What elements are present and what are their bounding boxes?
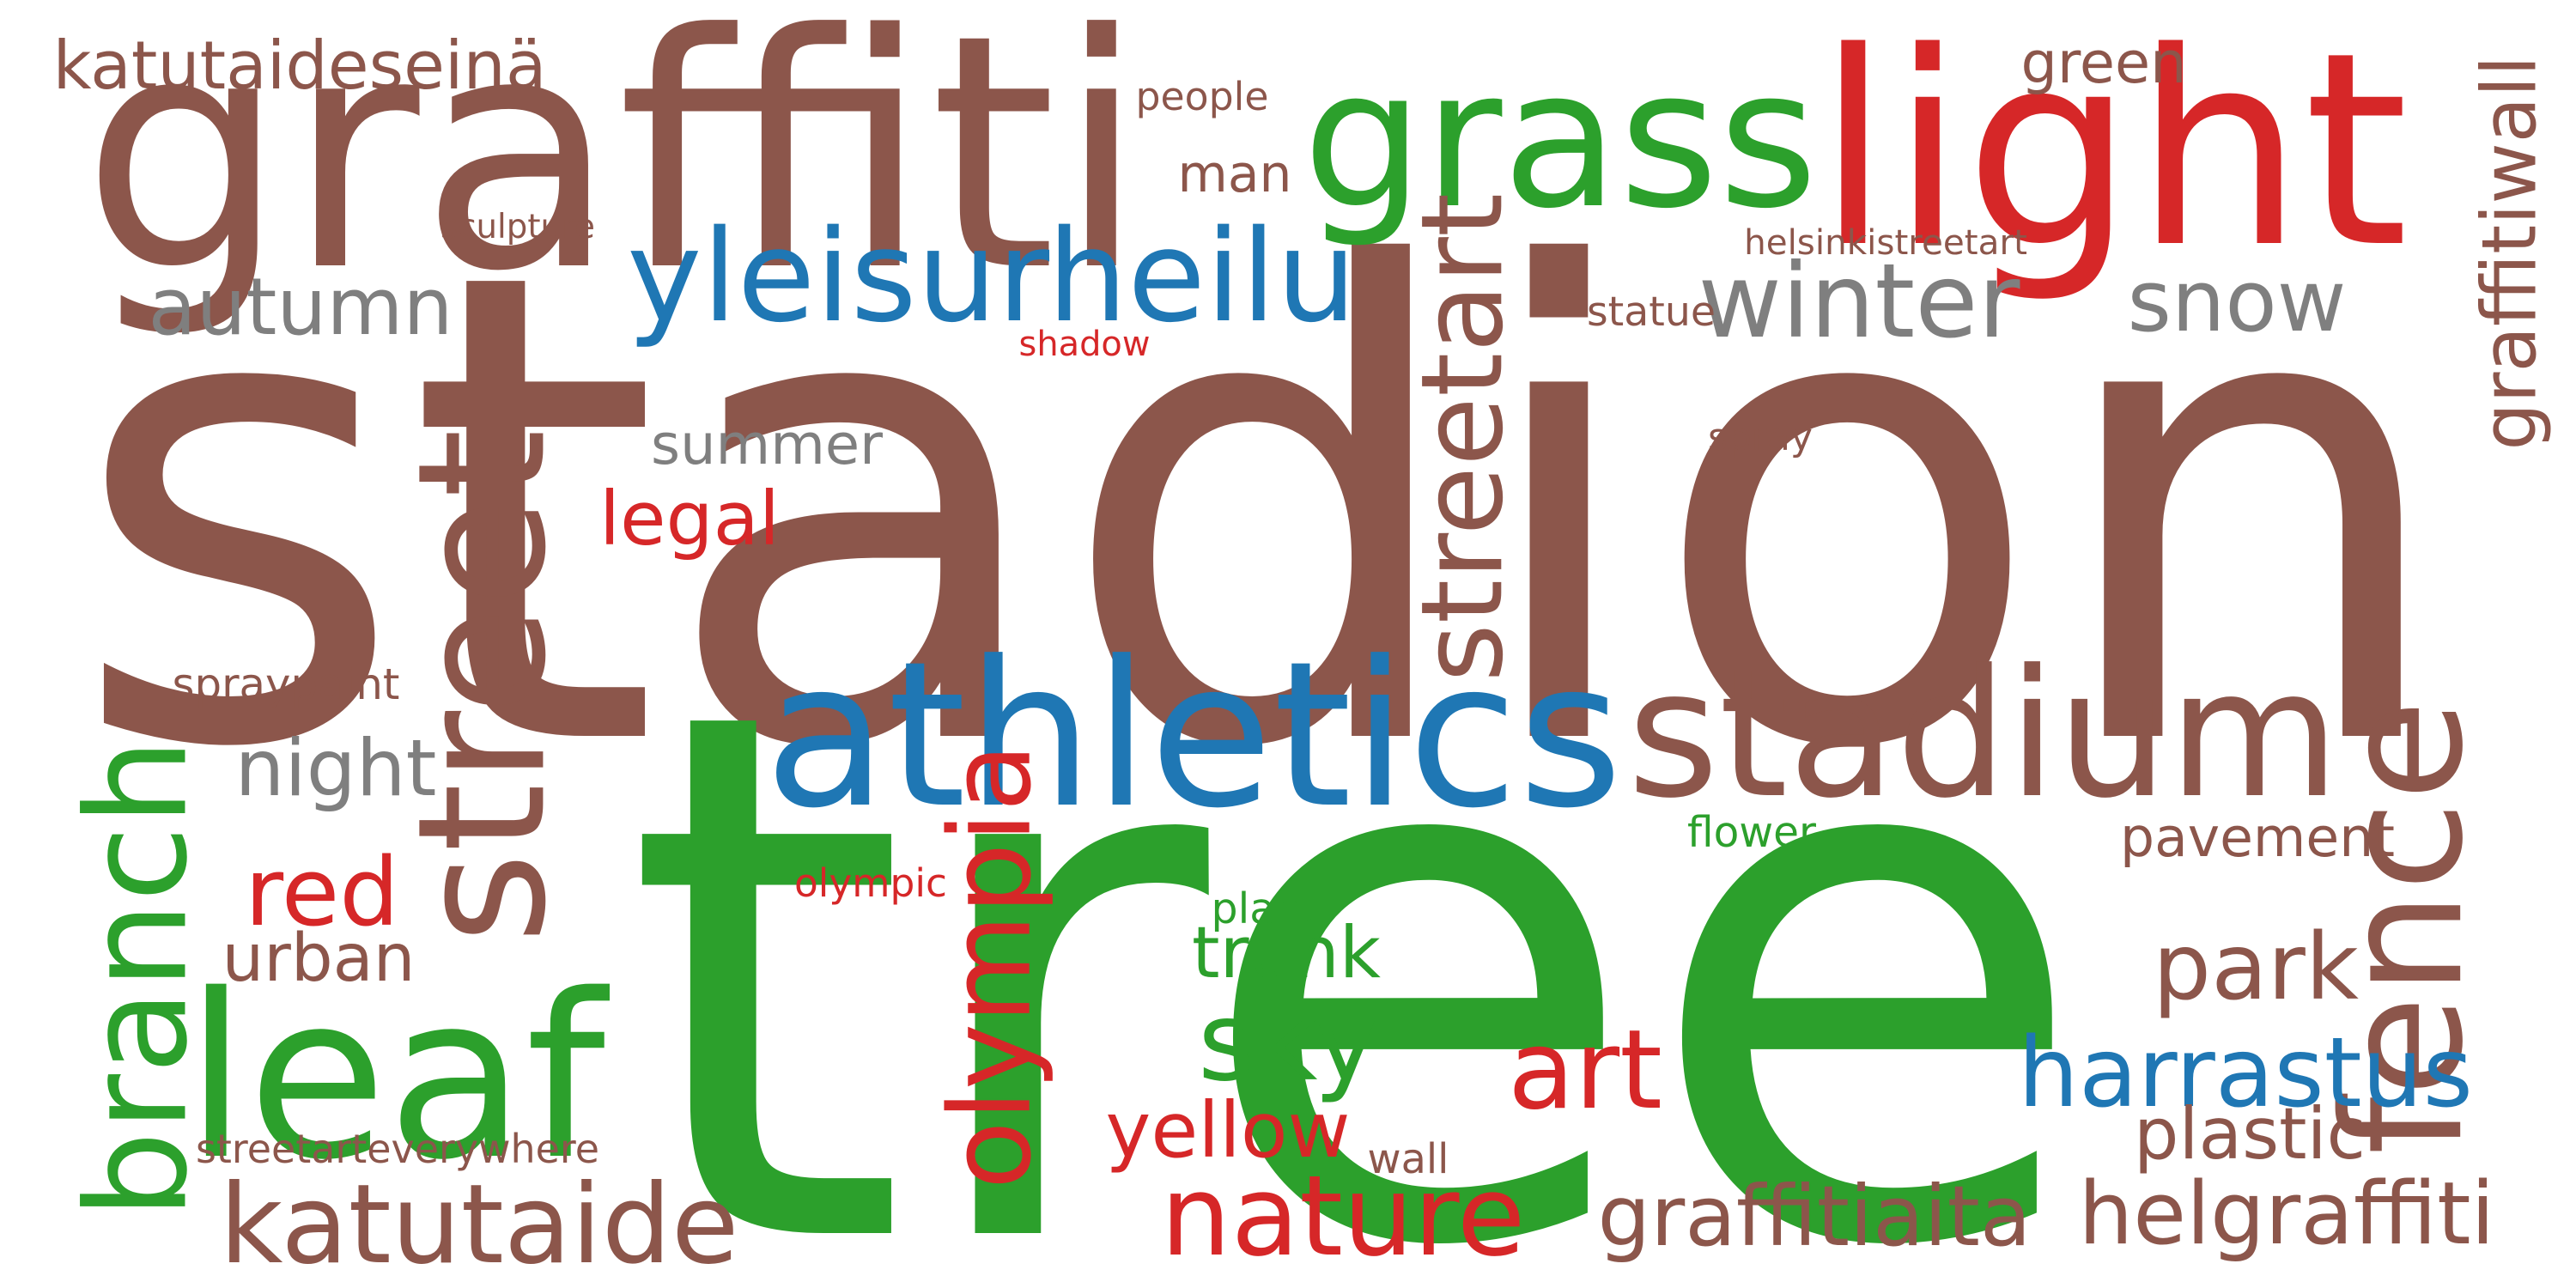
word-autumn: autumn xyxy=(148,261,453,354)
word-man: man xyxy=(1177,144,1292,205)
word-red: red xyxy=(245,837,399,948)
word-legal: legal xyxy=(599,475,780,562)
word-yleisurheilu: yleisurheilu xyxy=(627,203,1357,351)
word-leaf: leaf xyxy=(185,946,605,1211)
word-stadium: stadium xyxy=(1627,633,2340,838)
word-graffiti: graffiti xyxy=(82,0,1146,342)
word-night: night xyxy=(234,722,437,815)
word-art: art xyxy=(1508,1006,1662,1134)
word-graffitiaita: graffitiaita xyxy=(1597,1168,2032,1266)
word-wall: wall xyxy=(1367,1136,1449,1184)
word-flower: flower xyxy=(1687,808,1816,857)
word-light: light xyxy=(1816,0,2409,307)
word-athletics: athletics xyxy=(764,618,1623,853)
word-graffitiwall: graffitiwall xyxy=(2465,56,2554,451)
word-stadion: stadion xyxy=(69,134,2456,889)
word-streetart: streetart xyxy=(1396,193,1528,683)
word-harrastus: harrastus xyxy=(2018,1018,2473,1129)
word-green: green xyxy=(2020,28,2187,96)
word-park: park xyxy=(2153,914,2359,1022)
word-branch: branch xyxy=(56,738,218,1219)
word-summer: summer xyxy=(651,412,883,478)
word-olympia: olympia xyxy=(925,743,1056,1189)
word-sky: sky xyxy=(1198,977,1378,1105)
word-statue: statue xyxy=(1587,289,1716,337)
word-urban: urban xyxy=(222,920,416,997)
word-sculpture: sculpture xyxy=(440,207,595,246)
word-pavement: pavement xyxy=(2120,805,2395,870)
word-yellow: yellow xyxy=(1105,1086,1351,1176)
word-snow: snow xyxy=(2127,252,2347,351)
word-shadow: shadow xyxy=(1018,325,1151,365)
word-street: street xyxy=(380,429,586,945)
word-katutaideseina: katutaideseinä xyxy=(52,27,547,106)
word-helsinkistreetart: helsinkistreetart xyxy=(1744,221,2027,263)
word-plastic: plastic xyxy=(2134,1092,2366,1176)
word-plant: plant xyxy=(1211,884,1319,933)
word-olympic: olympic xyxy=(794,860,947,907)
word-people: people xyxy=(1135,74,1269,120)
word-nature: nature xyxy=(1160,1151,1526,1282)
word-grass: grass xyxy=(1303,28,1818,251)
word-tree: tree xyxy=(623,556,2091,1288)
word-winter: winter xyxy=(1698,242,2020,362)
word-katutaide: katutaide xyxy=(219,1161,739,1288)
word-streetarteverywhere: streetarteverywhere xyxy=(196,1126,599,1173)
word-trunk: trunk xyxy=(1192,911,1381,995)
word-spray: spray xyxy=(1708,415,1813,459)
word-spraypaint: spraypaint xyxy=(172,659,400,710)
word-helgraffiti: helgraffiti xyxy=(2078,1163,2495,1264)
